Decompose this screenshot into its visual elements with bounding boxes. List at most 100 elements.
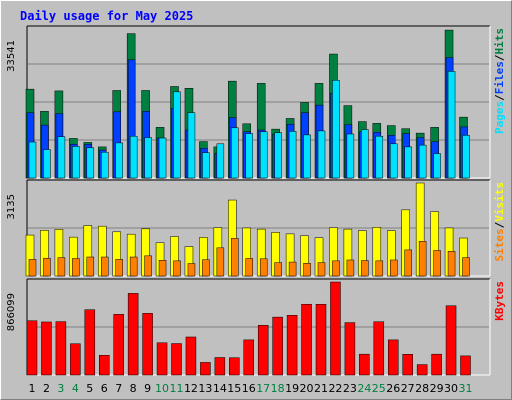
bar-sites-day-20 [303,262,311,277]
bar-pages-day-16 [245,133,253,179]
bar-pages-day-17 [259,131,268,179]
bar-sites-day-7 [115,259,123,277]
bar-kbytes-day-30 [445,305,457,376]
x-tick-label-day-22: 22 [328,382,342,395]
x-tick-label-day-1: 1 [29,382,36,395]
x-tick-label-day-2: 2 [43,382,50,395]
bar-sites-day-24 [361,260,369,277]
bar-pages-day-20 [303,134,311,179]
chart-title: Daily usage for May 2025 [20,9,194,23]
bar-pages-day-11 [173,91,181,179]
bar-sites-day-1 [28,259,37,277]
legend-part-2: Files [493,61,506,94]
bar-kbytes-day-28 [416,364,428,376]
legend-part-3: / [493,54,506,61]
y-max-label: 866099 [6,293,17,331]
bar-pages-day-23 [346,133,355,179]
bar-pages-day-25 [375,135,384,179]
bar-pages-day-14 [216,143,225,179]
x-tick-label-day-9: 9 [144,382,151,395]
bar-kbytes-day-26 [388,339,399,376]
x-tick-label-day-26: 26 [386,382,400,395]
bar-kbytes-day-9 [142,313,153,376]
x-tick-label-day-3: 3 [57,382,64,395]
x-tick-label-day-12: 12 [184,382,198,395]
bar-kbytes-day-25 [373,321,385,376]
bar-kbytes-day-27 [402,354,413,376]
x-tick-label-day-13: 13 [198,382,212,395]
legend-pages-files-hits: Pages/Files/Hits [493,28,506,134]
bar-kbytes-day-8 [127,293,139,376]
bar-pages-day-12 [187,112,196,179]
bar-kbytes-day-21 [315,303,327,376]
x-tick-label-day-17: 17 [256,382,270,395]
x-tick-label-day-6: 6 [101,382,108,395]
bar-sites-day-26 [390,259,398,277]
bar-pages-day-8 [129,135,138,179]
bar-kbytes-day-5 [84,309,96,376]
x-tick-label-day-8: 8 [130,382,137,395]
bar-sites-day-18 [274,262,282,277]
x-tick-label-day-20: 20 [300,382,314,395]
bar-sites-day-10 [158,260,167,277]
panel-1 [25,25,491,179]
bar-kbytes-day-20 [301,303,312,376]
bar-kbytes-day-7 [113,314,124,376]
bar-sites-day-16 [245,258,253,277]
bar-sites-day-13 [202,259,210,277]
bar-kbytes-day-29 [431,353,442,376]
bar-sites-day-28 [418,241,427,277]
bar-pages-day-28 [418,144,427,179]
bar-pages-day-21 [317,130,326,179]
panel-2 [25,179,491,277]
bar-kbytes-day-1 [26,320,38,376]
bar-kbytes-day-10 [156,342,168,376]
bar-pages-day-31 [462,135,470,179]
bar-pages-day-27 [404,146,412,179]
bar-kbytes-day-13 [200,362,211,376]
legend-part-1: / [493,94,506,101]
x-tick-label-day-15: 15 [227,382,241,395]
bar-kbytes-day-22 [330,281,341,376]
panel-3 [26,278,491,376]
bar-sites-day-23 [346,259,355,277]
bar-pages-day-26 [390,143,398,179]
x-tick-label-day-5: 5 [86,382,93,395]
legend-part-0: Pages [493,101,506,134]
bar-sites-day-17 [259,258,268,277]
bar-sites-day-9 [144,255,152,277]
x-tick-label-day-31: 31 [459,382,473,395]
bar-pages-day-4 [72,146,80,179]
bar-kbytes-day-6 [99,354,110,376]
legend-sites-visits: Sites/Visits [493,182,506,262]
bar-kbytes-day-14 [214,357,226,376]
bar-pages-day-19 [288,131,297,179]
bar-pages-day-15 [231,127,239,179]
legend-part-0: KBytes [493,281,506,321]
bar-sites-day-3 [57,257,66,277]
legend-part-4: Hits [493,28,506,55]
bar-kbytes-day-18 [272,316,283,376]
x-tick-label-day-28: 28 [415,382,429,395]
x-tick-label-day-7: 7 [115,382,122,395]
bar-pages-day-2 [43,149,51,179]
bar-kbytes-day-24 [359,353,370,376]
bar-kbytes-day-19 [286,315,298,376]
bar-sites-day-21 [317,262,326,277]
x-tick-label-day-27: 27 [401,382,415,395]
bar-sites-day-19 [288,261,297,277]
bar-kbytes-day-4 [70,343,81,376]
x-tick-label-day-19: 19 [285,382,299,395]
bar-pages-day-24 [361,129,369,179]
y-max-label: 33541 [6,40,17,72]
bar-sites-day-27 [404,249,412,277]
bar-pages-day-5 [86,147,95,179]
bar-sites-day-15 [231,238,239,277]
bar-kbytes-day-11 [171,343,182,376]
bar-sites-day-14 [216,247,225,277]
x-tick-label-day-24: 24 [357,382,371,395]
bar-kbytes-day-31 [460,355,471,376]
x-tick-label-day-21: 21 [314,382,328,395]
x-tick-label-day-25: 25 [372,382,386,395]
bar-pages-day-13 [202,152,210,179]
